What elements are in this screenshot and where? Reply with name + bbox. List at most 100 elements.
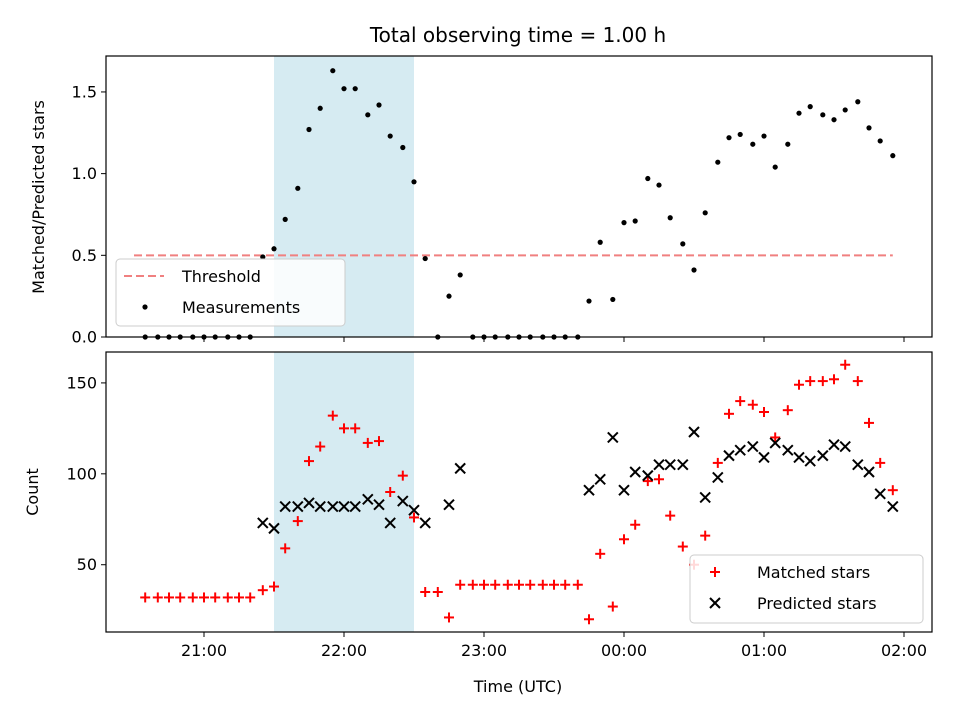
y-tick-label: 0.5 [72, 246, 97, 265]
matched-star-point [222, 592, 233, 603]
predicted-star-point [327, 500, 339, 513]
measurement-point [610, 296, 616, 303]
predicted-star-point [874, 488, 886, 500]
matched-star-point [642, 476, 653, 487]
measurement-point [667, 215, 673, 221]
measurement-point [632, 218, 638, 224]
top-plot-frame [105, 55, 933, 338]
matched-star-point [420, 587, 431, 597]
matched-star-point [665, 510, 676, 521]
measurement-point [855, 99, 861, 105]
predicted-star-point [443, 499, 455, 511]
x-tick-label: 00:00 [601, 641, 647, 660]
matched-star-point [327, 410, 338, 421]
matched-star-point [187, 592, 198, 603]
measurement-point [317, 105, 323, 111]
measurement-point [457, 272, 463, 278]
predicted-star-point [664, 459, 676, 471]
predicted-star-point [314, 500, 326, 513]
y-tick-label: 50 [77, 555, 97, 574]
matched-star-point [210, 592, 221, 603]
matched-star-point [467, 579, 478, 590]
matched-star-point [362, 437, 373, 448]
matched-star-point [735, 396, 746, 407]
measurement-point [411, 179, 417, 185]
predicted-star-point [712, 471, 724, 484]
matched-star-point [304, 456, 314, 467]
measurement-point [295, 185, 301, 191]
measurement-point [597, 239, 603, 245]
measurement-point [400, 144, 406, 151]
measurement-point [282, 216, 288, 222]
measurement-point [260, 254, 266, 260]
matched-star-point [794, 379, 804, 390]
legend-x-marker [709, 597, 721, 609]
x-tick-label: 01:00 [741, 641, 787, 660]
y-tick-label: 1.5 [72, 82, 97, 101]
measurement-point [702, 210, 708, 216]
matched-star-point [257, 585, 268, 596]
legend-matched-swatch [710, 567, 720, 577]
measurement-point [785, 141, 791, 147]
matched-star-point [724, 408, 734, 419]
predicted-star-point [887, 500, 899, 513]
matched-star-point [747, 399, 758, 410]
predicted-star-point [734, 444, 746, 456]
matched-star-point [700, 530, 711, 541]
predicted-star-point [618, 484, 630, 496]
matched-star-point [397, 470, 408, 481]
predicted-star-point [852, 459, 864, 471]
matched-star-point [829, 374, 839, 385]
predicted-star-point [758, 451, 770, 464]
measurement-point [877, 138, 883, 144]
predicted-star-point [384, 517, 396, 529]
measurement-point [772, 164, 778, 170]
measurement-point [376, 102, 382, 108]
predicted-star-point [292, 500, 304, 513]
measurement-point [341, 86, 347, 92]
measurement-point [387, 133, 393, 139]
matched-star-point [759, 407, 769, 417]
x-tick-label: 21:00 [181, 641, 227, 660]
matched-star-point [199, 592, 209, 603]
measurement-point [691, 267, 697, 273]
matched-star-point [560, 579, 571, 590]
chart-title: Total observing time = 1.00 h [369, 23, 666, 47]
matched-star-point [350, 423, 361, 434]
matched-star-point [595, 548, 606, 559]
predicted-star-point [747, 440, 759, 453]
measurement-point [306, 126, 312, 133]
predicted-star-point [454, 462, 466, 475]
matched-star-point [152, 592, 163, 603]
predicted-star-point [583, 484, 595, 496]
matched-star-point [619, 534, 629, 545]
matched-star-point [630, 519, 641, 530]
legend-predicted-label: Predicted stars [757, 594, 877, 613]
matched-star-point [292, 516, 303, 527]
predicted-star-point [373, 499, 385, 511]
predicted-star-point [653, 459, 665, 471]
measurement-point [737, 131, 743, 138]
x-tick-label: 02:00 [881, 641, 927, 660]
predicted-star-point [594, 473, 606, 485]
x-tick-label: 22:00 [321, 641, 367, 660]
predicted-star-point [769, 437, 781, 449]
predicted-star-point [419, 517, 431, 529]
y-tick-label: 150 [66, 373, 97, 392]
matched-star-point [549, 579, 559, 590]
matched-star-point [432, 587, 443, 597]
matched-star-point [409, 512, 419, 523]
matched-star-point [502, 579, 513, 590]
measurement-point [446, 293, 452, 299]
predicted-star-point [303, 497, 315, 509]
measurement-point [621, 220, 627, 226]
legend-matched-label: Matched stars [757, 563, 870, 582]
top-y-axis-label: Matched/Predicted stars [29, 100, 48, 294]
measurement-point [715, 159, 721, 165]
matched-star-point [245, 592, 256, 603]
matched-star-point [875, 457, 886, 468]
predicted-star-point [699, 491, 711, 504]
bottom-legend: Matched stars Predicted stars [689, 554, 924, 624]
matched-star-point [315, 441, 326, 452]
